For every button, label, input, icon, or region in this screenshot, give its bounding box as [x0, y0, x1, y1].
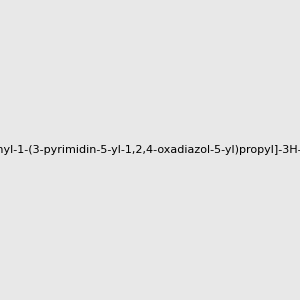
- Text: 2-[(1R)-2-methyl-1-(3-pyrimidin-5-yl-1,2,4-oxadiazol-5-yl)propyl]-3H-isoindol-1-: 2-[(1R)-2-methyl-1-(3-pyrimidin-5-yl-1,2…: [0, 145, 300, 155]
